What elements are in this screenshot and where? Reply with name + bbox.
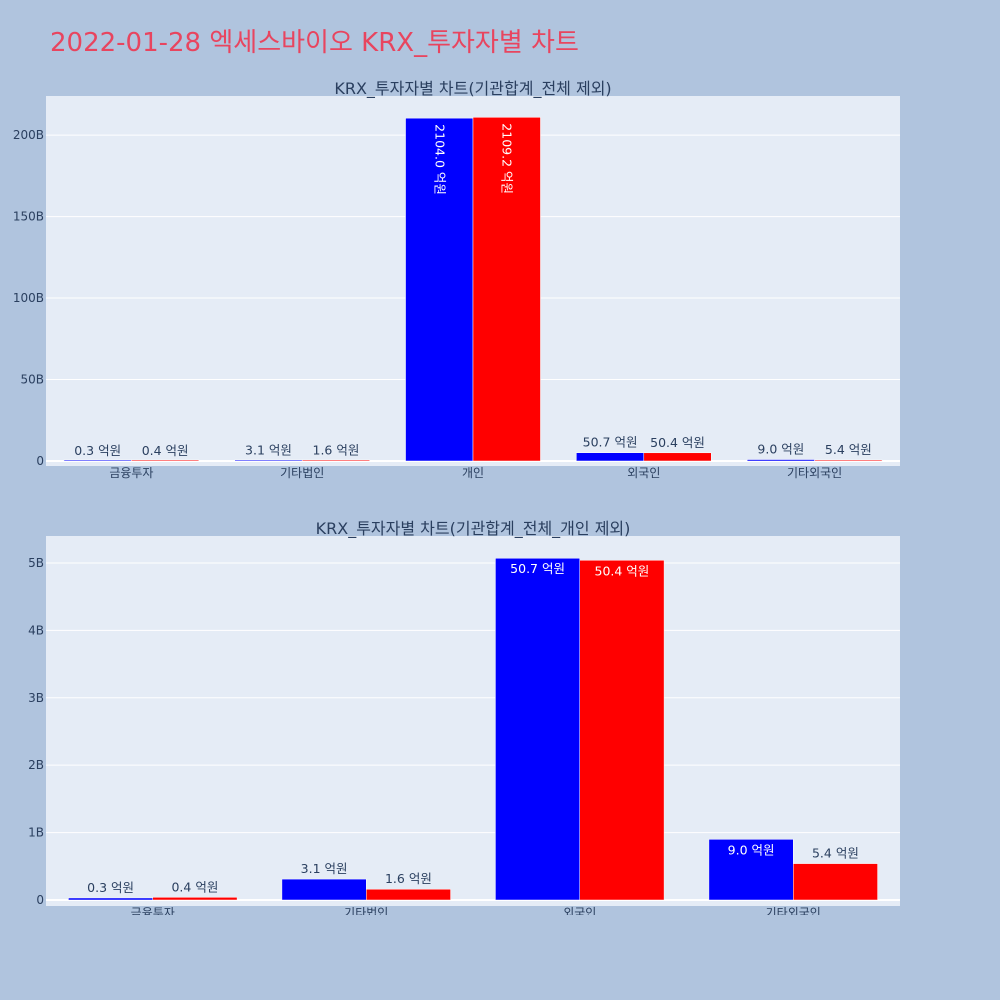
bar-value-label: 0.3 억원 xyxy=(87,880,134,895)
buy-bar xyxy=(281,878,367,901)
y-tick-label: 2B xyxy=(28,758,44,772)
y-tick-label: 5B xyxy=(28,556,44,570)
bar-value-label: 1.6 억원 xyxy=(313,443,360,458)
y-tick-label: 150B xyxy=(13,210,44,224)
bar-value-label: 9.0 억원 xyxy=(728,842,775,857)
y-tick-label: 100B xyxy=(13,291,44,305)
sell-bar xyxy=(366,888,451,901)
chart-all-investors: KRX_투자자별 차트(기관합계_전체 제외) 0 50B 100B 150B 200B 금… xyxy=(13,79,900,480)
sell-bar xyxy=(643,452,712,462)
bar-value-label: 0.4 억원 xyxy=(142,443,189,458)
x-tick-label: 금융투자 xyxy=(131,906,175,915)
buy-bar xyxy=(708,839,794,901)
bar-value-label: 3.1 억원 xyxy=(245,442,292,457)
bar-value-label: 5.4 억원 xyxy=(812,846,859,861)
y-tick-label: 0 xyxy=(36,893,44,907)
x-tick-label: 외국인 xyxy=(627,466,660,480)
y-tick-label: 200B xyxy=(13,128,44,142)
buy-bar xyxy=(576,452,645,462)
chart-title: KRX_투자자별 차트(기관합계_전체_개인 제외) xyxy=(316,519,631,539)
bar-value-label: 2104.0 억원 xyxy=(432,124,447,195)
sell-bar xyxy=(472,117,541,462)
sell-bar xyxy=(579,560,665,901)
bar-value-label: 0.3 억원 xyxy=(74,443,121,458)
x-tick-label: 기타법인 xyxy=(280,466,324,480)
x-tick-label: 개인 xyxy=(462,466,484,480)
x-tick-label: 금융투자 xyxy=(109,466,153,480)
buy-bar xyxy=(495,557,581,901)
bar-value-label: 50.4 억원 xyxy=(595,563,650,578)
buy-bar xyxy=(405,117,474,462)
bar-value-label: 0.4 억원 xyxy=(171,879,218,894)
page-title: 2022-01-28 엑세스바이오 KRX_투자자별 차트 xyxy=(50,28,579,58)
sell-bar xyxy=(793,863,878,901)
bar-value-label: 2109.2 억원 xyxy=(500,123,515,194)
sell-bar xyxy=(131,459,200,462)
y-tick-label: 50B xyxy=(20,373,44,387)
y-tick-label: 3B xyxy=(28,691,44,705)
sell-bar xyxy=(814,459,883,462)
sell-bar xyxy=(301,459,370,462)
bar-value-label: 50.7 억원 xyxy=(583,435,638,450)
x-tick-label: 외국인 xyxy=(563,906,596,915)
chart-title: KRX_투자자별 차트(기관합계_전체 제외) xyxy=(334,79,611,99)
x-tick-label: 기타법인 xyxy=(344,906,388,915)
buy-bar xyxy=(746,459,815,462)
y-tick-label: 4B xyxy=(28,623,44,637)
bar-value-label: 5.4 억원 xyxy=(825,442,872,457)
buy-bar xyxy=(68,897,153,901)
x-tick-label: 기타외국인 xyxy=(766,906,821,915)
chart-excluding-individual: KRX_투자자별 차트(기관합계_전체_개인 제외) 0 1B 2B 3B 4B 5B 금융투… xyxy=(28,519,900,915)
bar-value-label: 1.6 억원 xyxy=(385,871,432,886)
sell-bar xyxy=(152,897,238,901)
y-tick-label: 0 xyxy=(36,454,44,468)
bar-value-label: 50.7 억원 xyxy=(510,561,565,576)
bar-value-label: 50.4 억원 xyxy=(650,435,705,450)
buy-bar xyxy=(234,459,303,462)
x-tick-label: 기타외국인 xyxy=(787,466,842,480)
bar-value-label: 9.0 억원 xyxy=(757,442,804,457)
buy-bar xyxy=(63,459,132,462)
y-tick-label: 1B xyxy=(28,826,44,840)
bar-value-label: 3.1 억원 xyxy=(301,861,348,876)
